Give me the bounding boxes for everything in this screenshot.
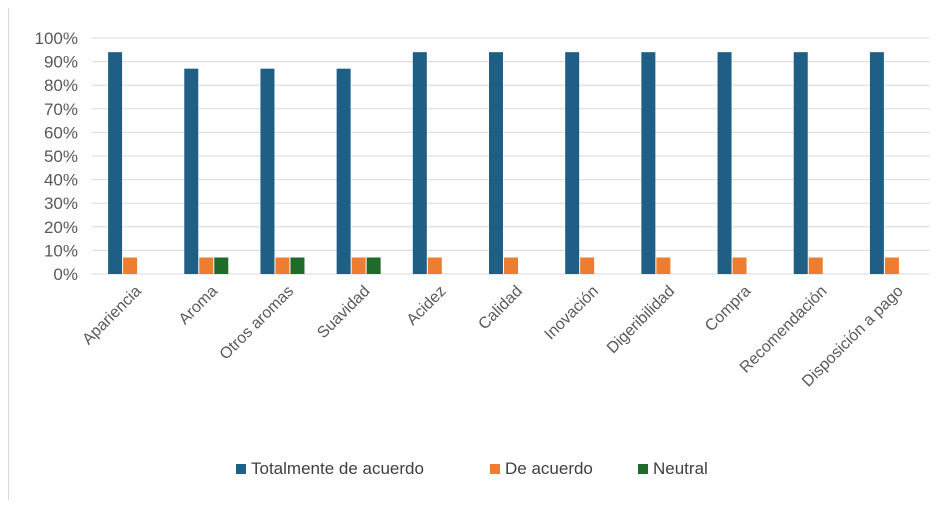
bar-de-acuerdo — [504, 257, 518, 274]
y-tick-label: 30% — [44, 194, 78, 213]
legend-label: Neutral — [653, 459, 708, 478]
legend: Totalmente de acuerdo De acuerdo Neutral — [236, 459, 708, 478]
y-tick-label: 60% — [44, 123, 78, 142]
bar-de-acuerdo — [351, 257, 366, 274]
bar-de-acuerdo — [884, 257, 899, 274]
bar-totalmente-de-acuerdo — [412, 52, 427, 274]
y-tick-label: 40% — [44, 171, 78, 190]
bar-totalmente-de-acuerdo — [793, 52, 808, 274]
x-category-label: Calidad — [475, 283, 525, 333]
bar-totalmente-de-acuerdo — [260, 68, 275, 275]
y-axis: 0% 10% 20% 30% 40% 50% 60% 70% 80% 90% 100% — [35, 29, 78, 284]
bar-totalmente-de-acuerdo — [108, 52, 123, 274]
x-category-label: Compra — [702, 283, 754, 335]
bar-totalmente-de-acuerdo — [641, 52, 656, 274]
bars — [108, 52, 899, 275]
x-category-label: Apariencia — [79, 283, 145, 349]
x-category-label: Digeribilidad — [604, 283, 678, 357]
chart-frame — [8, 8, 945, 500]
bar-de-acuerdo — [123, 257, 138, 274]
bar-totalmente-de-acuerdo — [869, 52, 884, 274]
y-tick-label: 90% — [44, 53, 78, 72]
legend-swatch — [490, 464, 500, 474]
bar-de-acuerdo — [275, 257, 290, 274]
x-category-label: Suavidad — [314, 283, 373, 342]
legend-label: De acuerdo — [505, 459, 593, 478]
y-tick-label: 80% — [44, 76, 78, 95]
bar-totalmente-de-acuerdo — [717, 52, 732, 274]
legend-label: Totalmente de acuerdo — [251, 459, 424, 478]
x-category-label: Inovación — [542, 283, 602, 343]
bar-de-acuerdo — [199, 257, 214, 274]
gridlines — [92, 37, 930, 275]
x-category-label: Acidez — [404, 283, 450, 329]
y-tick-label: 50% — [44, 147, 78, 166]
bar-neutral — [290, 257, 305, 274]
bar-de-acuerdo — [580, 257, 595, 274]
bar-neutral — [366, 257, 381, 274]
y-tick-label: 100% — [35, 29, 78, 48]
y-tick-label: 10% — [44, 241, 78, 260]
x-category-label: Aroma — [176, 283, 221, 328]
bar-totalmente-de-acuerdo — [489, 52, 503, 274]
bar-de-acuerdo — [808, 257, 823, 274]
x-category-label: Otros aromas — [217, 283, 298, 364]
y-tick-label: 20% — [44, 218, 78, 237]
bar-de-acuerdo — [732, 257, 747, 274]
y-tick-label: 70% — [44, 100, 78, 119]
bar-totalmente-de-acuerdo — [336, 68, 351, 275]
bar-totalmente-de-acuerdo — [565, 52, 580, 274]
bar-de-acuerdo — [656, 257, 671, 274]
bar-totalmente-de-acuerdo — [184, 68, 199, 275]
bar-neutral — [214, 257, 229, 274]
legend-swatch — [236, 464, 246, 474]
bar-de-acuerdo — [427, 257, 442, 274]
legend-swatch — [638, 464, 648, 474]
y-tick-label: 0% — [53, 265, 78, 284]
